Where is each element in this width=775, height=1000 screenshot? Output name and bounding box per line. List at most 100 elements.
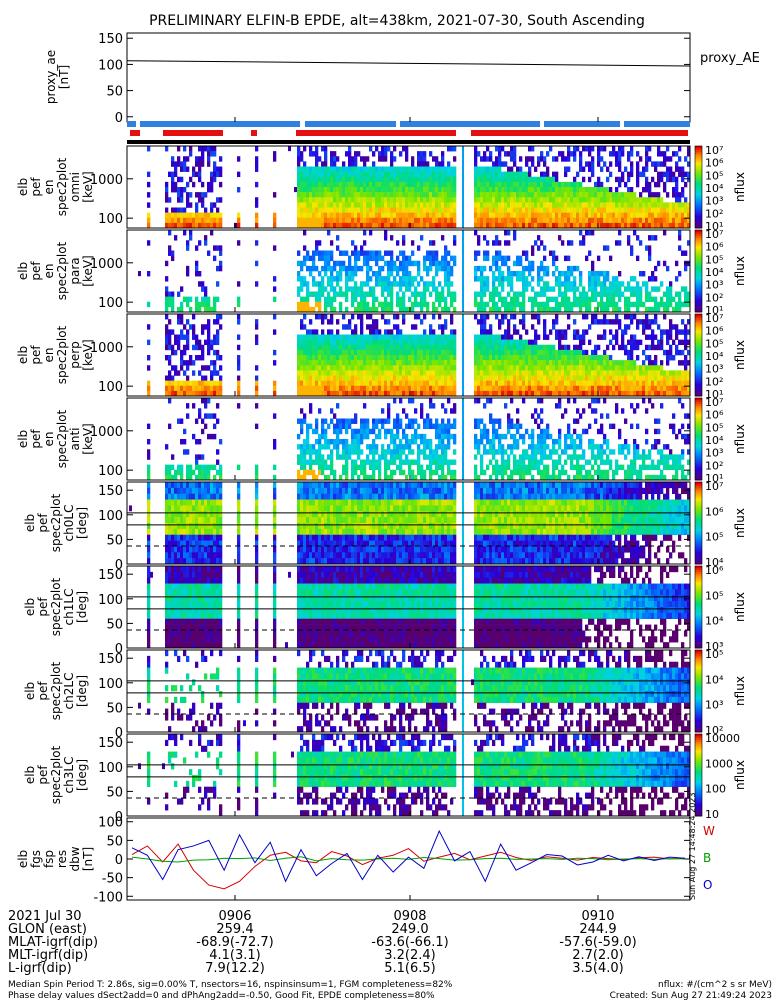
spectrogram-tick-label: 100 [98, 296, 123, 311]
spectrogram-frame-6 [126, 565, 691, 649]
colorbar-tick: 10¹ [705, 388, 723, 401]
spectrogram-7 [138, 650, 691, 733]
colorbar-tick: 10¹ [705, 472, 723, 485]
fgs-tick-label: -100 [93, 890, 123, 905]
x-axis-row-label: L-igrf(dip) [8, 961, 72, 976]
spectrogram-ylabel-4: elb pef en spec2plot anti [keV] [16, 409, 95, 468]
x-axis-row-value: 244.9 [579, 922, 616, 937]
spectrogram-tick-label: 1000 [90, 257, 123, 272]
fgs-line-W [131, 843, 686, 890]
spectrogram-tick-label: 100 [98, 593, 123, 608]
spectrogram-tick-label: 100 [98, 509, 123, 524]
colorbar-tick: 10³ [705, 640, 723, 653]
footer-right-1: nflux: #/(cm^2 s sr MeV) [658, 980, 772, 990]
colorbar-tick: 10⁶ [705, 409, 724, 422]
colorbar-tick: 10⁷ [705, 480, 723, 493]
colorbar-tick: 10⁴ [705, 556, 724, 569]
colorbar-tick: 10⁶ [705, 564, 724, 577]
colorbar-tick: 10⁴ [705, 434, 724, 447]
spectrogram-tick-label: 100 [98, 464, 123, 479]
plot-title: PRELIMINARY ELFIN-B EPDE, alt=438km, 202… [149, 13, 645, 29]
proxy-ae-legend: proxy_AE [700, 51, 760, 66]
colorbar-8 [694, 733, 703, 817]
colorbar-tick: 10³ [705, 195, 723, 208]
proxy-ae-frame [126, 32, 691, 123]
svg-text:spec2plot: spec2plot [55, 157, 69, 216]
colorbar-tick: 10² [705, 207, 723, 220]
colorbar-tick: 10⁵ [705, 169, 723, 182]
x-axis-row-value: 7.9(12.2) [205, 961, 265, 976]
colorbar-tick: 10³ [705, 279, 723, 292]
spectrogram-frame-8 [126, 733, 691, 817]
colorbar-label: nflux [733, 424, 747, 454]
spectrogram-tick-label: 100 [98, 212, 123, 227]
colorbar-tick: 10¹ [705, 220, 723, 233]
colorbar-tick: 10 [705, 808, 719, 821]
svg-text:elb: elb [16, 262, 30, 280]
spectrogram-tick-label: 50 [106, 701, 123, 716]
proxy-ae-tick-label: 100 [98, 58, 123, 73]
spectrogram-8 [138, 734, 691, 817]
x-axis-row-value: 0910 [581, 909, 614, 924]
colorbar-tick: 10⁷ [705, 312, 723, 325]
colorbar-tick: 10² [705, 375, 723, 388]
colorbar-tick: 10⁷ [705, 228, 723, 241]
svg-text:proxy_ae: proxy_ae [44, 50, 58, 104]
svg-text:spec2plot: spec2plot [55, 241, 69, 300]
colorbar-tick: 10⁶ [705, 157, 724, 170]
spectrogram-ylabel-1: elb pef en spec2plot omni [keV] [16, 157, 95, 216]
colorbar-tick: 100 [705, 783, 726, 796]
colorbar-tick: 10¹ [705, 304, 723, 317]
colorbar-6 [694, 565, 703, 649]
svg-text:elb: elb [16, 346, 30, 364]
x-axis-row-value: 0906 [218, 909, 251, 924]
fgs-line-B [131, 856, 686, 863]
spectrogram-frame-7 [126, 649, 691, 733]
colorbar-tick: 10⁵ [705, 253, 723, 266]
footer-left-1: Median Spin Period T: 2.86s, sig=0.00% T… [8, 980, 453, 990]
status-bar-red [130, 130, 140, 136]
svg-text:elb: elb [16, 178, 30, 196]
colorbar-tick: 10⁷ [705, 396, 723, 409]
colorbar-2 [694, 229, 703, 313]
spectrogram-frame-2 [126, 229, 691, 313]
colorbar-tick: 10³ [705, 363, 723, 376]
svg-text:en: en [42, 264, 56, 279]
colorbar-7 [694, 649, 703, 733]
colorbar-label: nflux [733, 508, 747, 538]
svg-text:spec2plot: spec2plot [55, 325, 69, 384]
colorbar-3 [694, 313, 703, 397]
svg-text:[keV]: [keV] [81, 255, 95, 286]
colorbar-label: nflux [733, 592, 747, 622]
colorbar-tick: 10⁴ [705, 350, 724, 363]
fgs-ylabel: elb fgs fsp res dbw [nT] [16, 846, 95, 871]
fgs-tick-label: -50 [102, 872, 123, 887]
x-axis-row-label: GLON (east) [8, 922, 87, 937]
colorbar-tick: 10³ [705, 447, 723, 460]
x-axis-row-value: -57.6(-59.0) [559, 935, 636, 950]
colorbar-tick: 10² [705, 459, 723, 472]
proxy-ae-ylabel: proxy_ae [nT] [44, 50, 71, 104]
spectrogram-4 [147, 398, 691, 481]
colorbar-tick: 10⁴ [705, 615, 724, 628]
spectrogram-ylabel-8: elb pef spec2plot ch3LC [deg] [23, 745, 89, 804]
x-axis-row-value: 3.5(4.0) [572, 961, 624, 976]
spectrogram-tick-label: 0 [115, 810, 123, 825]
status-bar-red [471, 130, 688, 136]
svg-text:omni: omni [68, 172, 82, 202]
colorbar-tick: 10⁴ [705, 673, 724, 686]
colorbar-tick: 10² [705, 291, 723, 304]
spectrogram-tick-label: 0 [115, 642, 123, 657]
x-axis-row-value: 3.2(2.4) [384, 948, 436, 963]
svg-text:para: para [68, 257, 82, 284]
x-axis-row-value: 4.1(3.1) [209, 948, 261, 963]
spectrogram-ylabel-7: elb pef spec2plot ch2LC [deg] [23, 661, 89, 720]
spectrogram-tick-label: 0 [115, 726, 123, 741]
colorbar-tick: 10⁵ [705, 531, 723, 544]
spectrogram-3 [147, 314, 691, 397]
spectrogram-tick-label: 150 [98, 736, 123, 751]
colorbar-tick: 10⁶ [705, 505, 724, 518]
spectrogram-ylabel-2: elb pef en spec2plot para [keV] [16, 241, 95, 300]
colorbar-tick: 10000 [705, 732, 740, 745]
colorbar-tick: 10⁶ [705, 241, 724, 254]
